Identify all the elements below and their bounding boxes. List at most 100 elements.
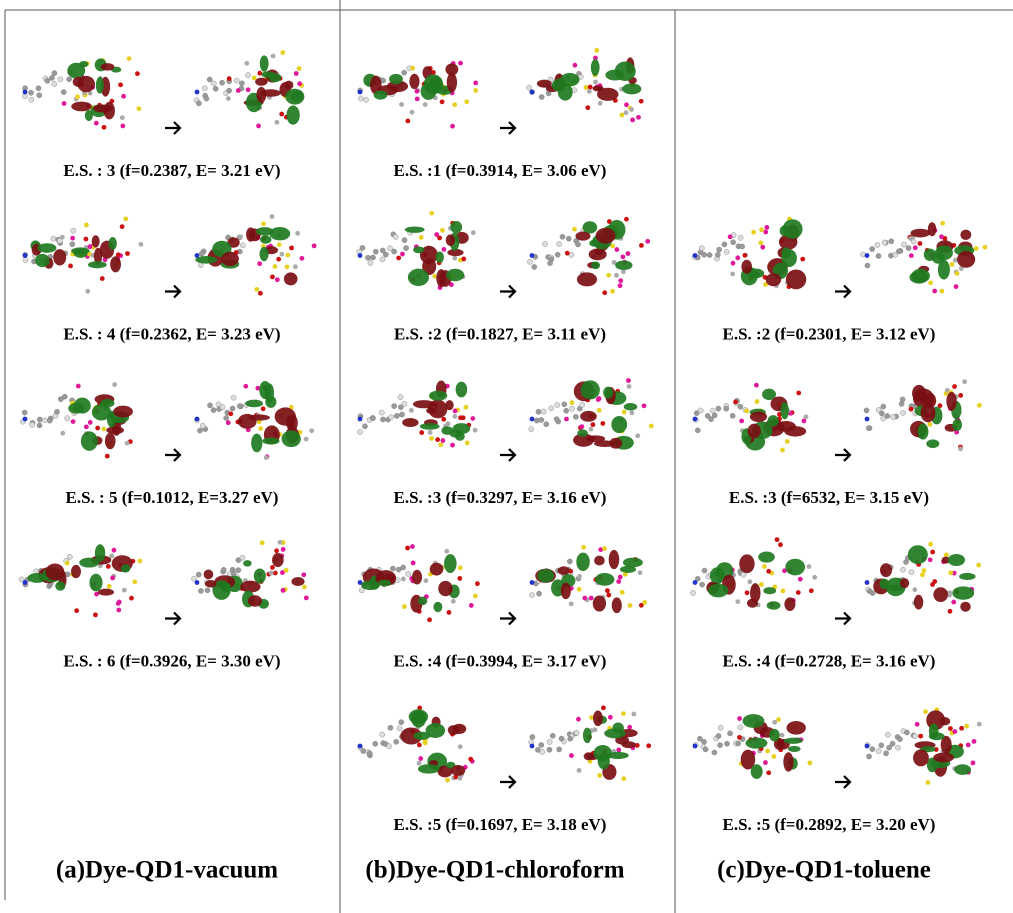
atom [966, 743, 971, 748]
atom [301, 572, 306, 577]
orbital-lobe [262, 437, 279, 444]
atom [530, 744, 535, 749]
atom [630, 118, 635, 123]
orbital-lobe [35, 254, 49, 267]
orbital-lobe [453, 423, 471, 434]
orbital-lobe [783, 752, 793, 771]
atom [638, 570, 643, 575]
atom [693, 580, 698, 585]
atom [739, 419, 744, 424]
orbital-lobe [926, 439, 939, 448]
orbital-lobe [433, 602, 442, 612]
atom [565, 251, 570, 256]
atom [567, 559, 572, 564]
atom [411, 560, 416, 565]
atom [627, 725, 632, 730]
atom [465, 441, 470, 446]
state-caption: E.S. :3 (f=6532, E= 3.15 eV) [729, 488, 929, 507]
atom [245, 73, 250, 78]
orbital-lobe [251, 434, 262, 453]
atom [309, 428, 314, 433]
molecule [529, 545, 647, 613]
orbital-lobe [270, 227, 291, 240]
atom [541, 409, 546, 414]
atom [197, 428, 202, 433]
orbital-lobe [577, 429, 588, 437]
atom [527, 259, 532, 264]
atom [402, 401, 407, 406]
orbital-lobe [260, 235, 271, 243]
atom [909, 253, 914, 258]
orbital-lobe [960, 602, 971, 612]
atom [293, 264, 298, 269]
molecule [865, 542, 982, 614]
atom [701, 252, 706, 257]
atom [731, 240, 736, 245]
atom [906, 245, 911, 250]
atom [952, 729, 957, 734]
orbital-lobe [781, 402, 789, 419]
atom [70, 236, 75, 241]
orbital-lobe [954, 764, 971, 775]
orbital-lobe [101, 63, 115, 71]
atom [280, 50, 285, 55]
atom [22, 94, 27, 99]
atom [870, 747, 875, 752]
orbital-lobe [255, 78, 267, 86]
atom [699, 246, 704, 251]
orbital-lobe [763, 587, 776, 594]
orbital-lobe [418, 764, 440, 773]
atom [304, 437, 309, 442]
atom [948, 609, 953, 614]
orbital-lobe [589, 240, 599, 247]
orbital-lobe [748, 424, 761, 439]
atom [597, 408, 602, 413]
atom [614, 273, 619, 278]
atom [116, 601, 121, 606]
atom [125, 441, 130, 446]
atom [100, 276, 105, 281]
orbital-lobe [786, 721, 805, 735]
atom [473, 81, 478, 86]
arrow [835, 776, 850, 788]
atom [606, 273, 611, 278]
orbital-lobe [195, 256, 217, 264]
orbital-lobe [780, 225, 790, 236]
atom [912, 587, 917, 592]
atom [469, 603, 474, 608]
orbital-lobe [561, 582, 571, 599]
atom [273, 571, 278, 576]
atom [798, 577, 803, 582]
atom [83, 237, 88, 242]
atom [373, 249, 378, 254]
atom [700, 582, 705, 587]
atom [616, 579, 621, 584]
atom [437, 236, 442, 241]
atom [409, 408, 414, 413]
atom [736, 741, 741, 746]
atom [441, 438, 446, 443]
atom [473, 88, 478, 93]
atom [621, 711, 626, 716]
atom [580, 402, 585, 407]
atom [464, 405, 469, 410]
atom [51, 236, 56, 241]
molecule [194, 381, 314, 460]
atom [120, 123, 125, 128]
atom [760, 245, 765, 250]
atom [95, 426, 100, 431]
orbital-lobe [113, 406, 133, 418]
atom [925, 780, 930, 785]
atom [867, 426, 872, 431]
atom [397, 726, 402, 731]
figure: E.S. : 3 (f=0.2387, E= 3.21 eV)E.S. : 4 … [0, 0, 1013, 913]
atom [399, 102, 404, 107]
atom [204, 96, 209, 101]
atom [373, 741, 378, 746]
atom [549, 257, 554, 262]
atom [423, 740, 428, 745]
atom [806, 564, 811, 569]
atom [399, 720, 404, 725]
orbital-lobe [221, 582, 231, 592]
molecule [529, 705, 651, 781]
